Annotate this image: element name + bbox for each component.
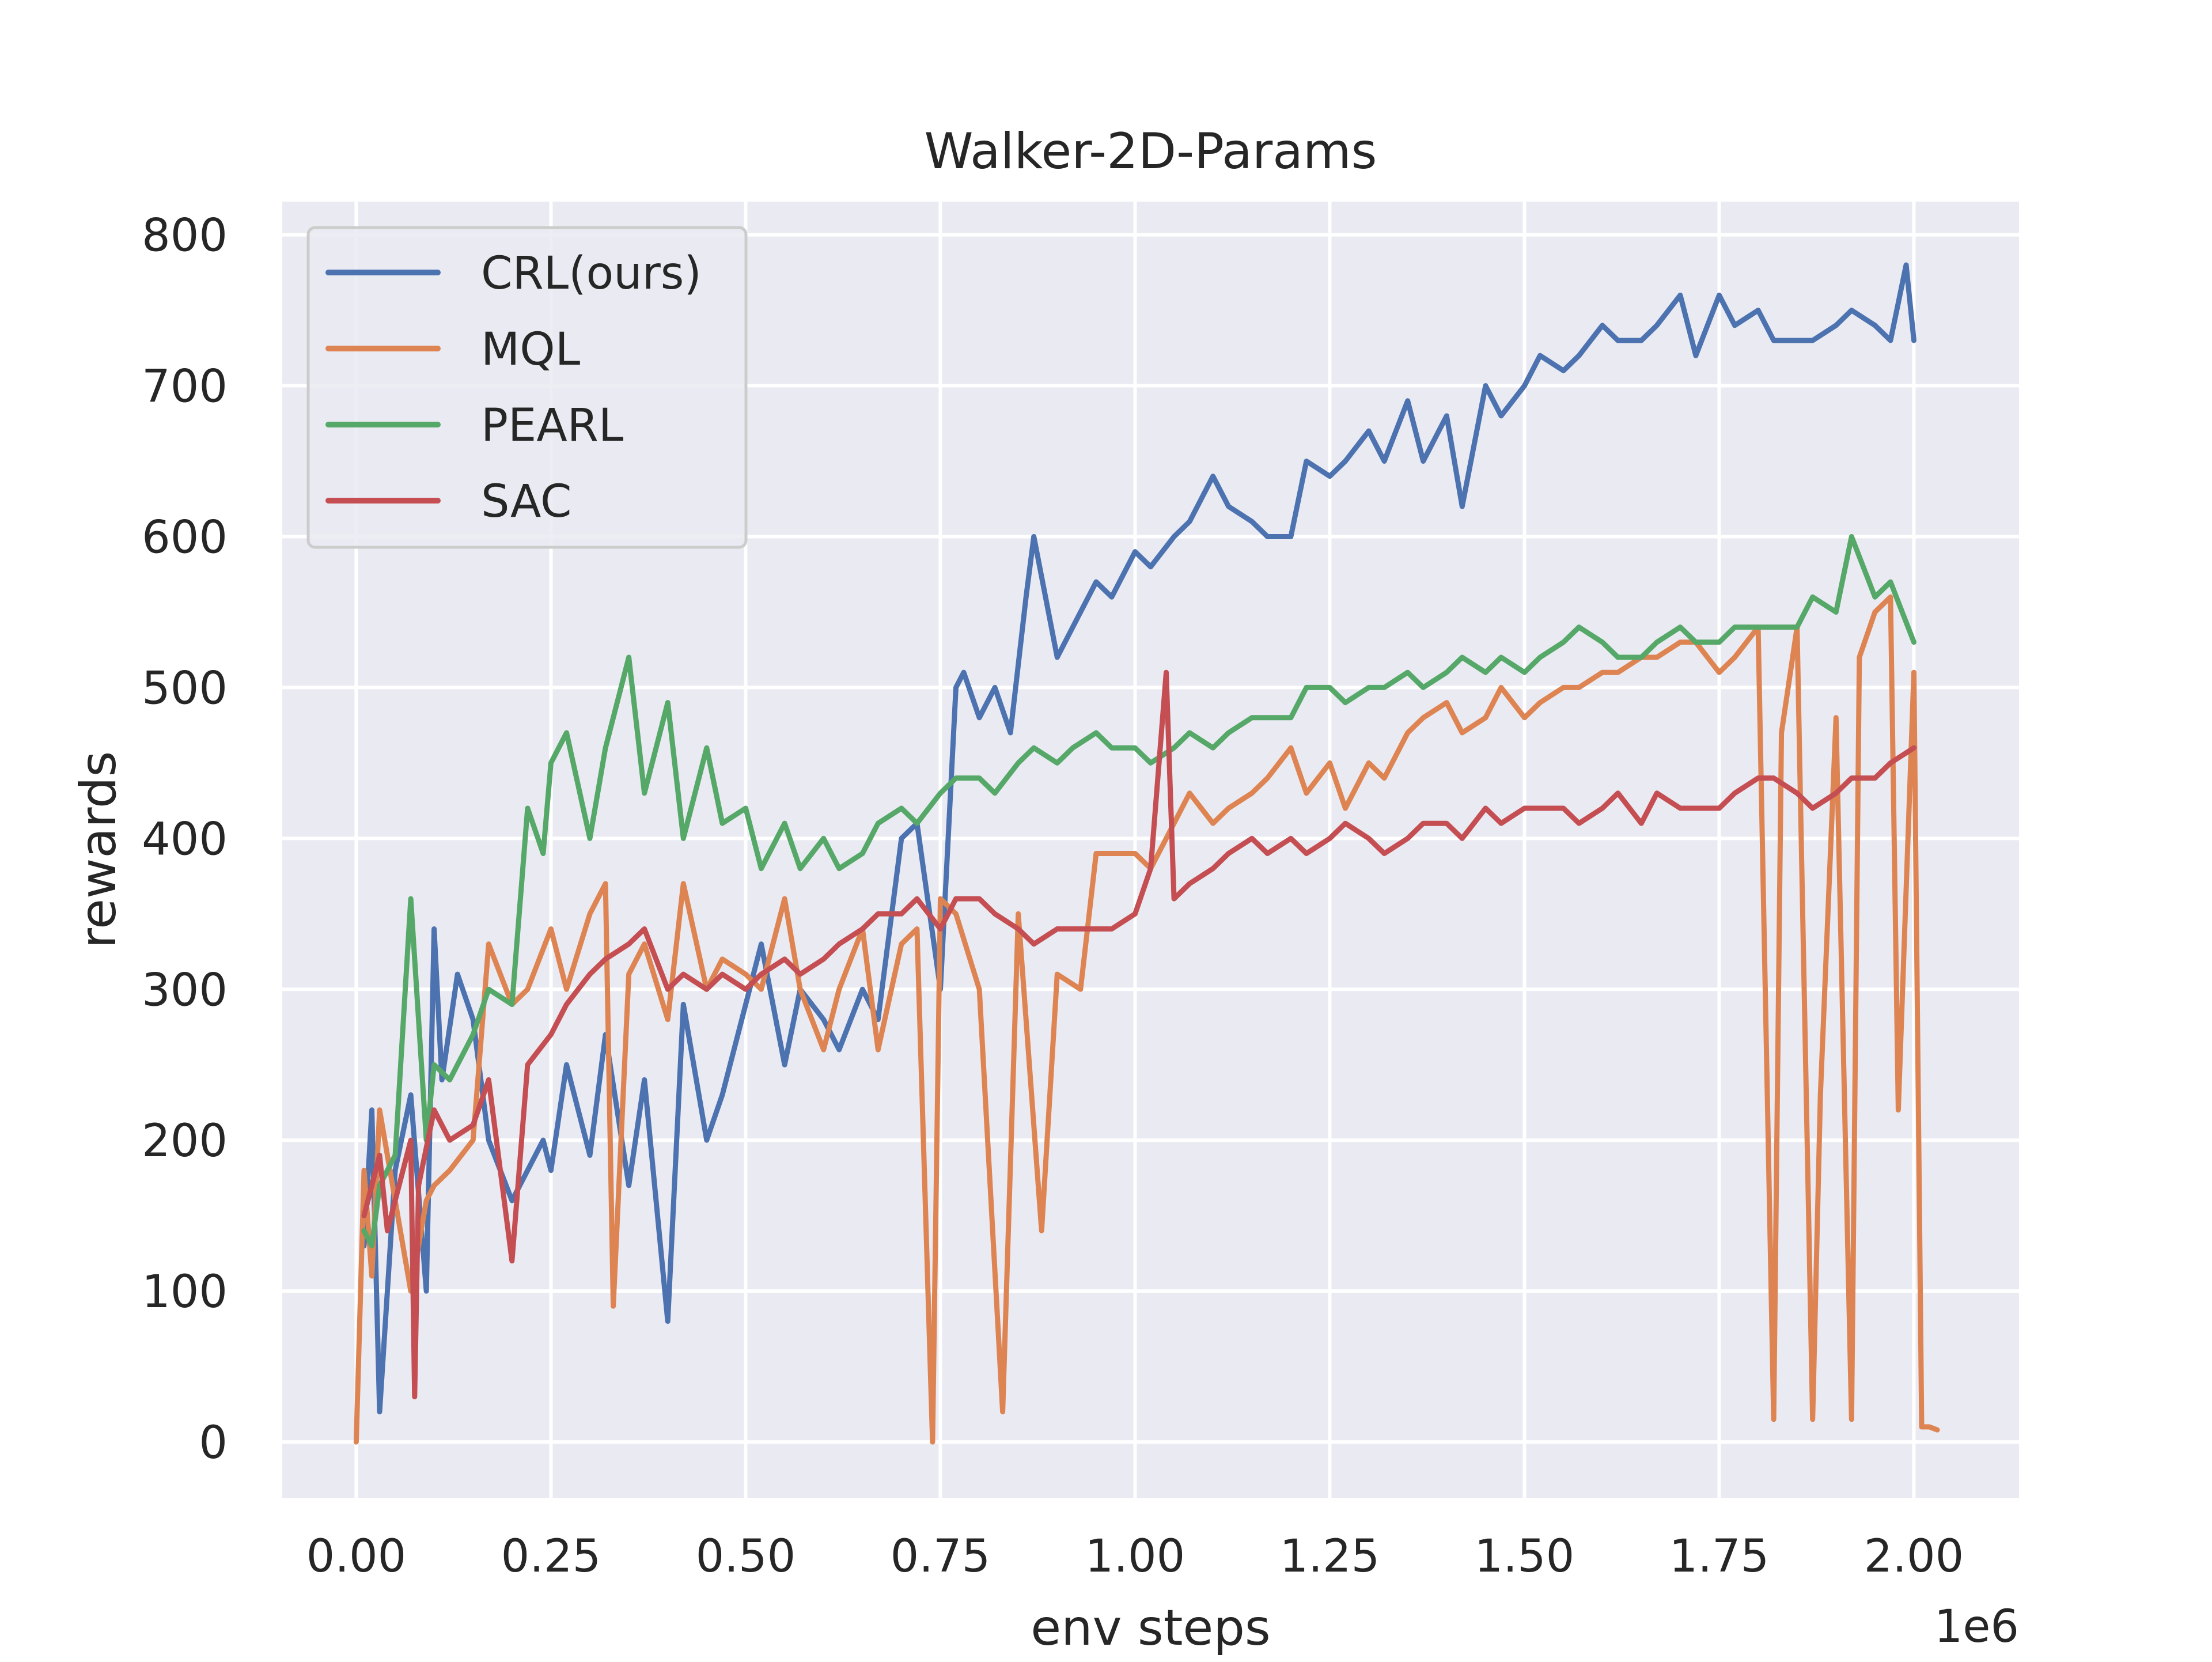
legend-label: PEARL: [481, 400, 624, 452]
y-tick-label: 0: [199, 1417, 228, 1469]
x-axis-label: env steps: [1031, 1599, 1270, 1657]
legend: CRL(ours) MQL PEARL SAC: [306, 226, 748, 549]
x-tick-label: 0.00: [306, 1531, 407, 1583]
chart-title: Walker-2D-Params: [925, 123, 1377, 180]
legend-label: MQL: [481, 324, 581, 376]
y-tick-label: 500: [142, 662, 228, 714]
y-tick-label: 600: [142, 512, 228, 563]
x-tick-label: 0.75: [891, 1531, 991, 1583]
x-tick-label: 1.75: [1669, 1531, 1770, 1583]
x-tick-label: 0.50: [696, 1531, 796, 1583]
y-tick-label: 400: [142, 813, 228, 865]
legend-label: SAC: [481, 476, 571, 528]
x-tick-label: 1.25: [1280, 1531, 1380, 1583]
x-axis-ticks: 0.00 0.25 0.50 0.75 1.00 1.25 1.50 1.75 2.00: [306, 1531, 1964, 1583]
y-axis-label: rewards: [70, 751, 127, 949]
legend-frame: [306, 226, 748, 549]
y-tick-label: 800: [142, 210, 228, 262]
series-line-pearl: [361, 534, 1916, 1249]
y-axis-ticks: 0 100 200 300 400 500 600 700 800: [142, 210, 228, 1469]
x-tick-label: 2.00: [1864, 1531, 1964, 1583]
series-layer: [353, 262, 1940, 1445]
x-axis-offset-label: 1e6: [1934, 1601, 2019, 1653]
x-tick-label: 0.25: [501, 1531, 601, 1583]
x-tick-label: 1.00: [1085, 1531, 1185, 1583]
legend-label: CRL(ours): [481, 248, 702, 300]
x-tick-label: 1.50: [1475, 1531, 1575, 1583]
y-tick-label: 200: [142, 1115, 228, 1167]
grid: [282, 202, 2019, 1498]
y-tick-label: 700: [142, 361, 228, 413]
y-tick-label: 300: [142, 964, 228, 1016]
series-line-mql: [353, 594, 1940, 1445]
y-tick-label: 100: [142, 1266, 228, 1318]
series-line-crl-ours: [361, 262, 1916, 1415]
series-line-sac: [361, 669, 1916, 1399]
